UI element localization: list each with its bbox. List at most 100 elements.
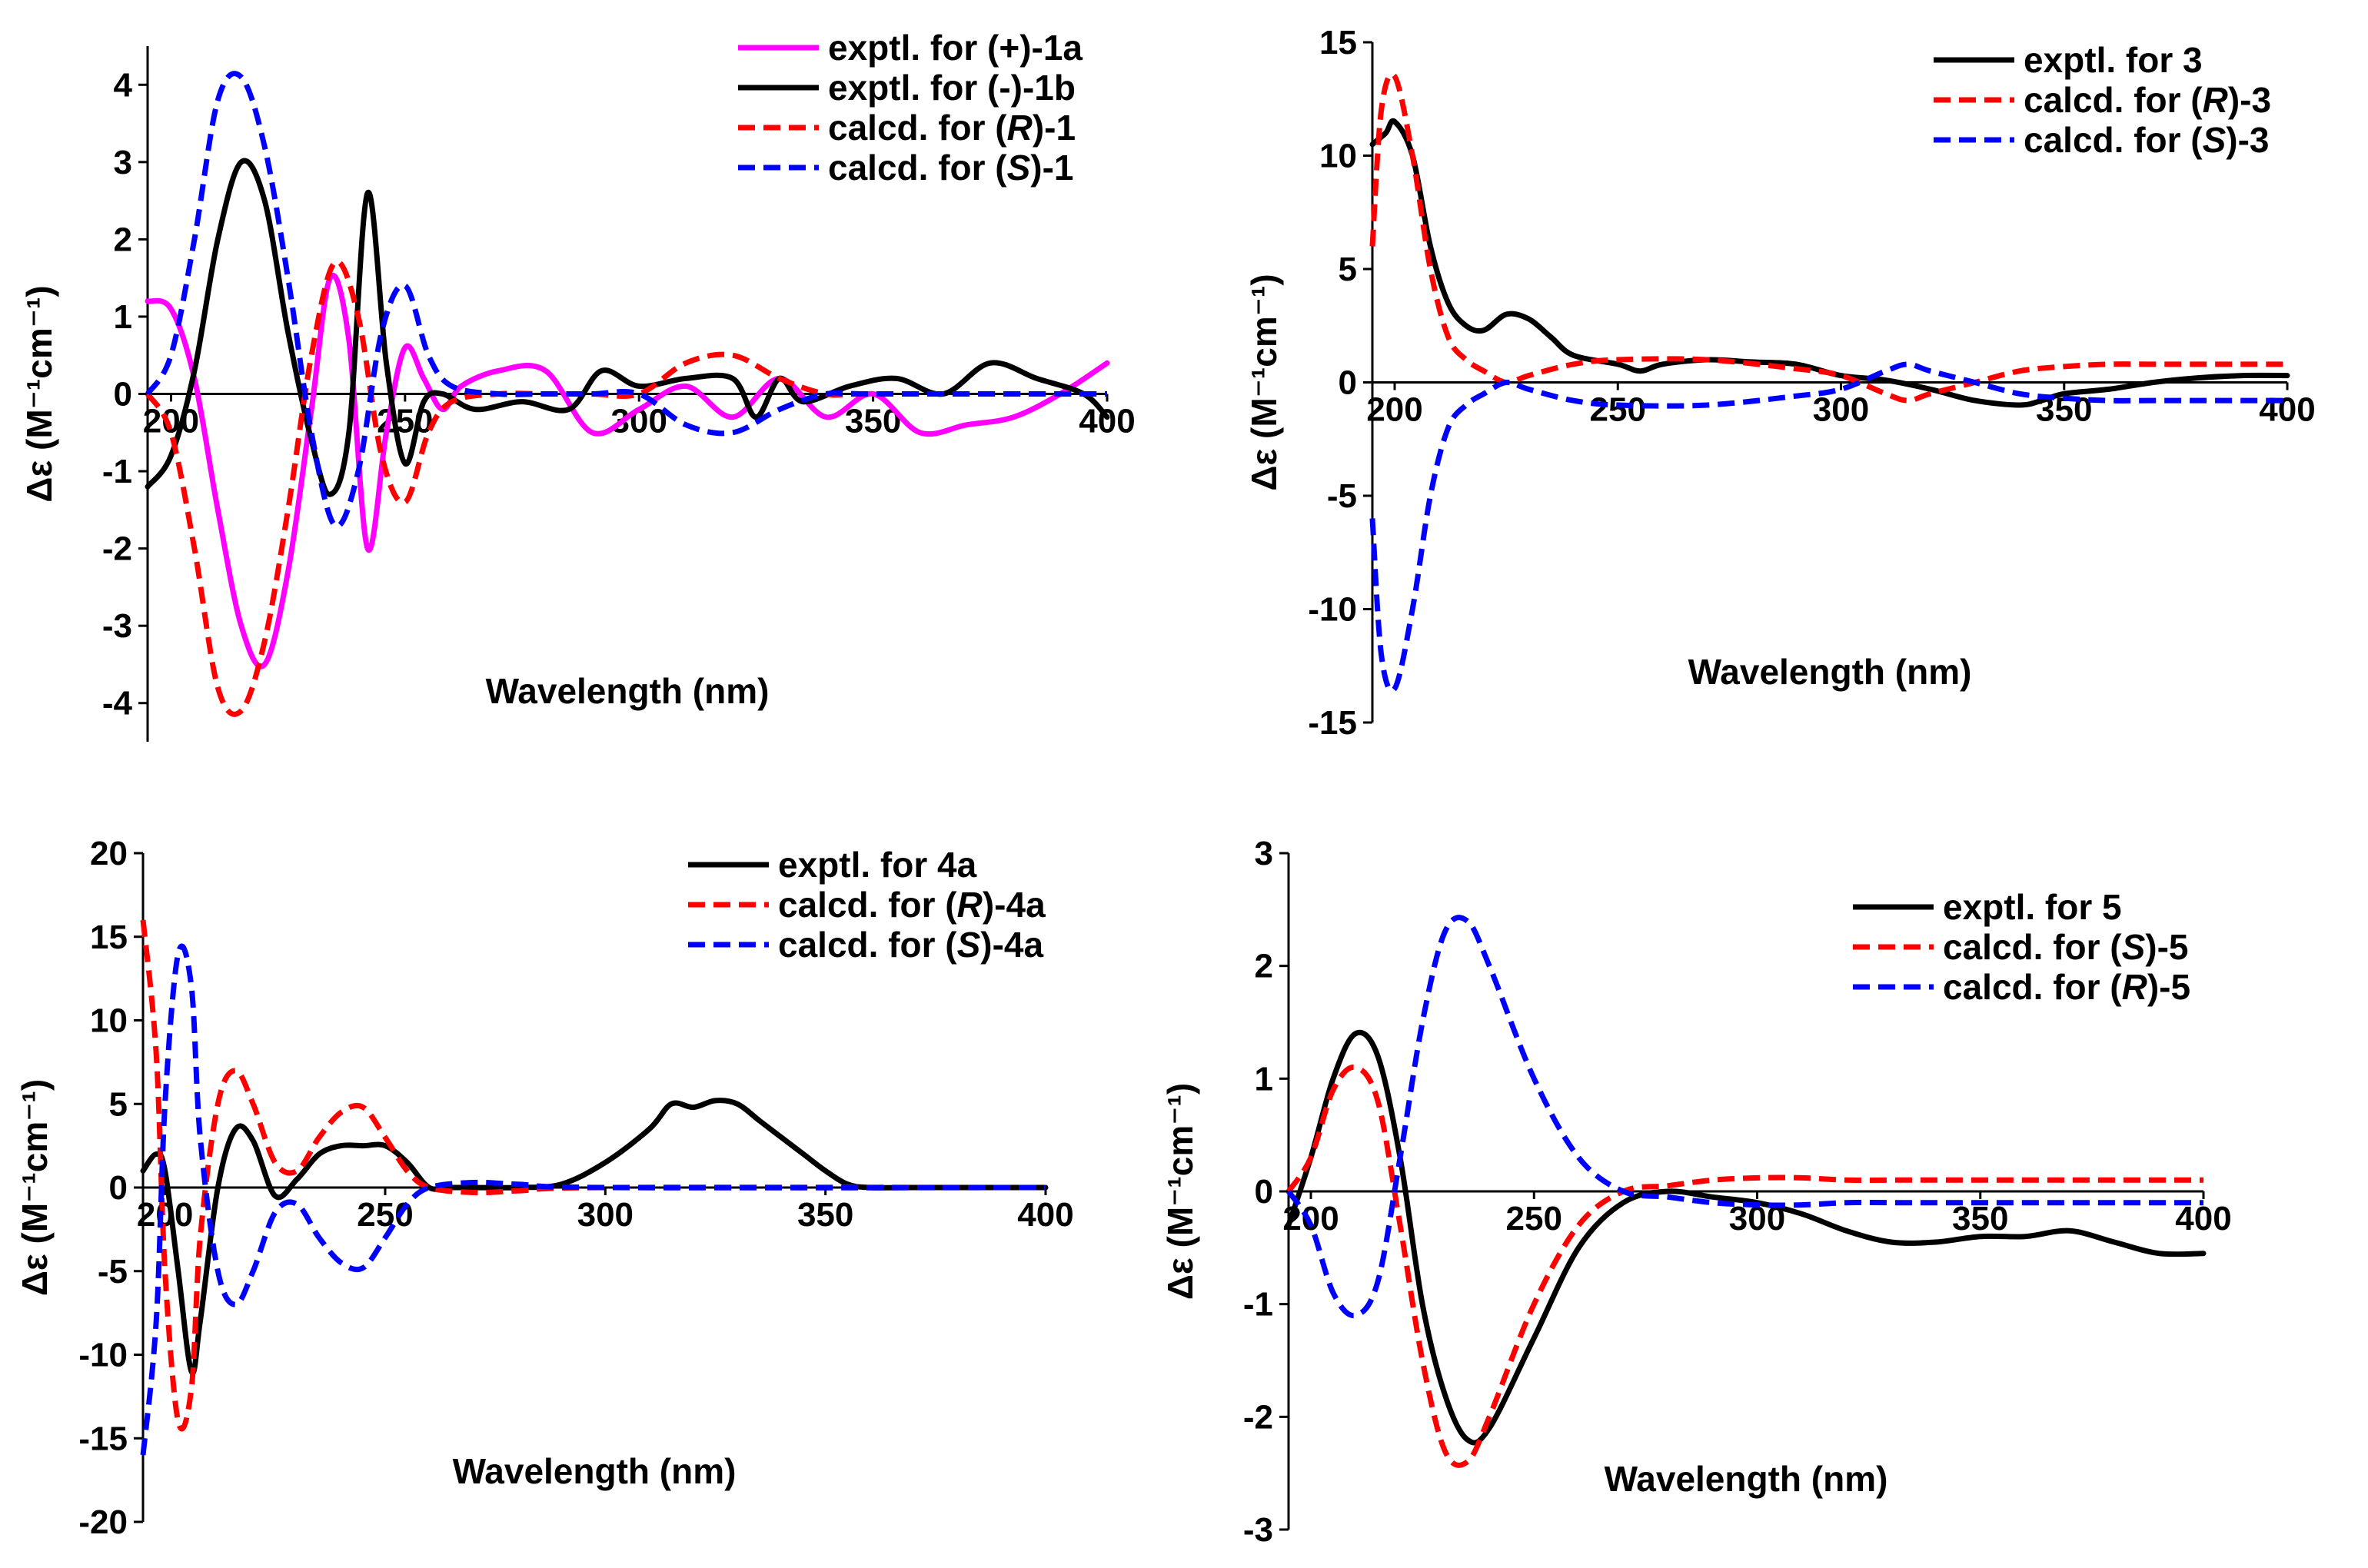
legend-label-suffix: )-4a — [980, 925, 1043, 965]
series-line-3 — [1286, 915, 2203, 1319]
y-tick-label: 0 — [1339, 364, 1357, 402]
legend-label-text: calcd. for ( — [778, 885, 957, 925]
legend-label-text: calcd. for ( — [828, 148, 1007, 188]
y-tick-label: -15 — [78, 1420, 128, 1457]
y-tick-label: 0 — [1255, 1173, 1273, 1211]
y-tick-label: 5 — [109, 1085, 128, 1123]
y-tick-label: -4 — [102, 685, 133, 723]
legend-label-suffix: )-3 — [2228, 80, 2271, 120]
legend-label-4: calcd. for (S)-1 — [828, 148, 1074, 188]
series-line-3 — [145, 258, 1107, 717]
y-tick-label: 4 — [114, 66, 133, 104]
x-axis-title: Wavelength (nm) — [1605, 1459, 1888, 1499]
legend-label-text: calcd. for ( — [828, 108, 1007, 148]
legend-label-text: exptl. for 3 — [2024, 40, 2203, 80]
y-tick-label: 15 — [1319, 24, 1357, 61]
legend-label-2: calcd. for (R)-4a — [778, 885, 1046, 925]
legend-label-italic: R — [1007, 108, 1033, 148]
x-tick-label: 400 — [1017, 1196, 1073, 1234]
x-tick-label: 400 — [2259, 391, 2315, 429]
series-line-1 — [1369, 118, 2290, 408]
series-line-3 — [140, 943, 1046, 1456]
y-tick-label: 5 — [1339, 251, 1357, 288]
legend-label-2: exptl. for (-)-1b — [828, 68, 1076, 108]
x-tick-label: 400 — [1079, 403, 1135, 440]
legend-label-1: exptl. for 4a — [778, 845, 977, 885]
y-tick-label: -5 — [98, 1253, 128, 1291]
legend-label-italic: S — [2122, 927, 2146, 967]
y-tick-label: 3 — [114, 144, 132, 181]
series-line-2 — [1286, 1064, 2203, 1468]
y-axis-title: Δε (M⁻¹cm⁻¹) — [19, 285, 59, 502]
series-line-2 — [145, 158, 1110, 497]
y-tick-label: 0 — [109, 1169, 128, 1207]
x-tick-label: 350 — [797, 1196, 853, 1234]
y-tick-label: 15 — [90, 919, 128, 956]
legend-label-text: calcd. for ( — [2024, 80, 2203, 120]
legend-label-text: exptl. for (+)-1a — [828, 28, 1083, 68]
legend-label-2: calcd. for (R)-3 — [2024, 80, 2271, 120]
y-tick-label: -1 — [102, 453, 132, 490]
legend-label-italic: R — [2122, 967, 2147, 1007]
legend-label-italic: S — [1007, 148, 1031, 188]
y-axis-title: Δε (M⁻¹cm⁻¹) — [15, 1079, 55, 1296]
x-tick-label: 250 — [1590, 391, 1646, 429]
series-line-4 — [145, 71, 1107, 530]
x-axis-title: Wavelength (nm) — [486, 671, 770, 711]
legend-label-text: calcd. for ( — [1943, 927, 2122, 967]
legend-label-italic: R — [2203, 80, 2228, 120]
y-tick-label: -3 — [102, 607, 132, 645]
y-tick-label: 20 — [90, 835, 128, 872]
legend-label-text: exptl. for 4a — [778, 845, 977, 885]
x-tick-label: 300 — [577, 1196, 634, 1234]
series-line-1 — [1285, 1029, 2207, 1446]
legend-label-suffix: )-1 — [1033, 108, 1076, 148]
legend-label-suffix: )-5 — [2145, 927, 2188, 967]
legend-label-italic: S — [957, 925, 981, 965]
y-tick-label: -10 — [1308, 591, 1357, 629]
y-tick-label: 0 — [114, 376, 132, 414]
y-tick-label: 3 — [1255, 835, 1273, 872]
legend-label-italic: R — [957, 885, 983, 925]
x-tick-label: 400 — [2175, 1200, 2231, 1237]
legend-label-text: calcd. for ( — [1943, 967, 2122, 1007]
x-tick-label: 200 — [143, 403, 199, 440]
legend-label-text: exptl. for 5 — [1943, 887, 2122, 927]
legend-label-suffix: )-1 — [1030, 148, 1073, 188]
x-axis-title: Wavelength (nm) — [1688, 652, 1972, 692]
legend-label-text: calcd. for ( — [778, 925, 957, 965]
legend-label-suffix: )-5 — [2147, 967, 2190, 1007]
y-axis-title: Δε (M⁻¹cm⁻¹) — [1160, 1083, 1200, 1300]
legend-label-2: calcd. for (S)-5 — [1943, 927, 2189, 967]
y-tick-label: 10 — [90, 1002, 128, 1040]
legend-label-3: calcd. for (S)-3 — [2024, 120, 2270, 160]
y-tick-label: -2 — [102, 530, 132, 568]
y-tick-label: -5 — [1327, 477, 1357, 515]
y-tick-label: 2 — [114, 221, 132, 258]
y-tick-label: 1 — [114, 298, 132, 336]
x-axis-title: Wavelength (nm) — [453, 1451, 737, 1491]
y-tick-label: 1 — [1255, 1060, 1273, 1098]
legend-label-text: calcd. for ( — [2024, 120, 2203, 160]
x-tick-label: 250 — [1506, 1200, 1562, 1237]
y-tick-label: -1 — [1243, 1286, 1273, 1324]
legend-label-1: exptl. for 3 — [2024, 40, 2203, 80]
legend-label-text: exptl. for (-)-1b — [828, 68, 1076, 108]
y-tick-label: -10 — [78, 1337, 128, 1374]
x-tick-label: 200 — [1366, 391, 1422, 429]
legend-label-suffix: )-3 — [2226, 120, 2269, 160]
legend-label-1: exptl. for (+)-1a — [828, 28, 1083, 68]
y-tick-label: 2 — [1255, 948, 1273, 985]
y-tick-label: 10 — [1319, 138, 1357, 175]
y-axis-title: Δε (M⁻¹cm⁻¹) — [1244, 274, 1284, 490]
legend-label-3: calcd. for (R)-1 — [828, 108, 1076, 148]
legend-label-1: exptl. for 5 — [1943, 887, 2122, 927]
legend-label-italic: S — [2203, 120, 2227, 160]
series-line-3 — [1369, 361, 2287, 693]
x-tick-label: 250 — [357, 1196, 413, 1234]
legend-label-3: calcd. for (S)-4a — [778, 925, 1044, 965]
